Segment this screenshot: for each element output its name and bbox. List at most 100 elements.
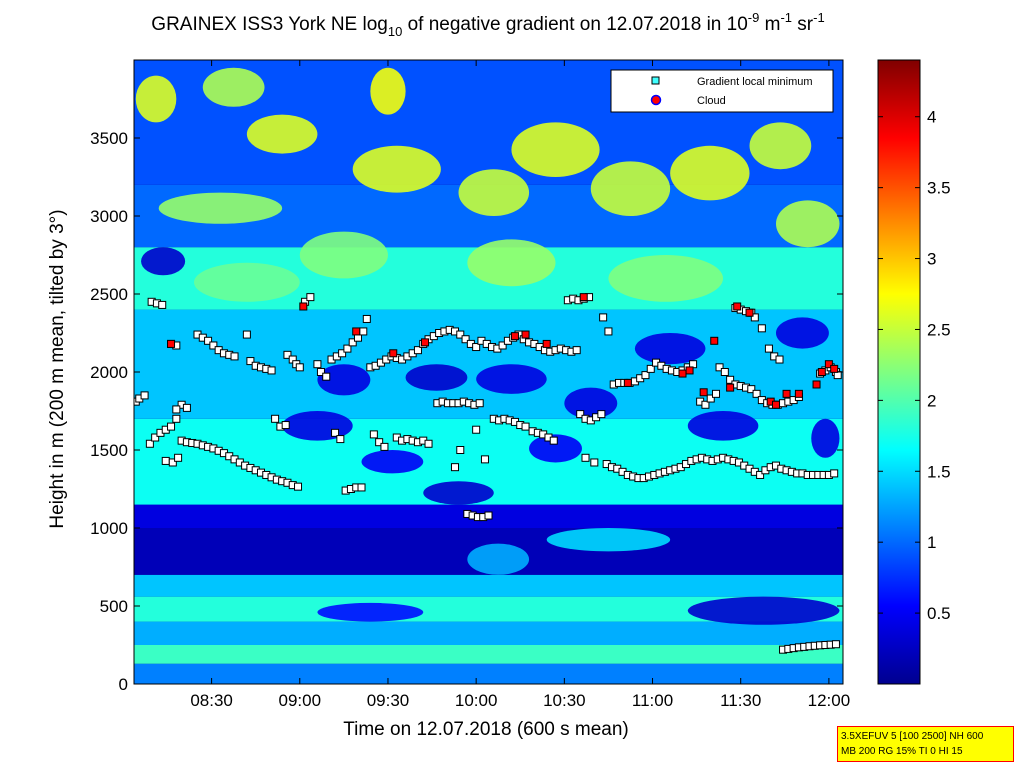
- cloud-marker: [824, 360, 833, 369]
- heatmap-layer: [134, 645, 843, 664]
- gradient-minimum-marker: [167, 422, 176, 431]
- heatmap-layer: [134, 309, 843, 419]
- gradient-minimum-marker: [775, 355, 784, 364]
- cloud-marker: [726, 383, 735, 392]
- gradient-minimum-marker: [172, 414, 181, 423]
- gradient-minimum-marker: [576, 410, 585, 419]
- cloud-marker: [685, 366, 694, 375]
- gradient-minimum-marker: [413, 346, 422, 355]
- colorbar-ticks: 0.5 1 1.5 2 2.5 3 3.5 4: [878, 108, 951, 623]
- gradient-minimum-marker: [295, 363, 304, 372]
- gradient-minimum-marker: [357, 483, 366, 492]
- gradient-minimum-marker: [140, 391, 149, 400]
- cloud-marker: [812, 380, 821, 389]
- y-tick-label: 3000: [90, 207, 128, 226]
- plot-area: [133, 59, 844, 685]
- gradient-minimum-marker: [480, 455, 489, 464]
- y-tick-label: 1000: [90, 519, 128, 538]
- x-tick-label: 08:30: [190, 691, 233, 710]
- heatmap-patch: [634, 333, 706, 365]
- gradient-minimum-marker: [306, 293, 315, 302]
- gradient-minimum-marker: [715, 363, 724, 372]
- heatmap-patch: [546, 528, 671, 552]
- gradient-minimum-marker: [581, 453, 590, 462]
- gradient-minimum-marker: [316, 368, 325, 376]
- gradient-minimum-marker: [701, 400, 710, 409]
- gradient-minimum-marker: [472, 425, 481, 434]
- heatmap-patch: [775, 200, 840, 248]
- x-axis: 08:30 09:00 09:30 10:00 10:30 11:00 11:30 12:00: [190, 60, 850, 710]
- gradient-minimum-marker: [597, 410, 606, 419]
- gradient-minimum-marker: [380, 442, 389, 451]
- gradient-minimum-marker: [182, 403, 191, 412]
- legend-box: [610, 69, 834, 113]
- x-tick-label: 11:30: [720, 691, 761, 710]
- x-tick-label: 09:30: [367, 691, 410, 710]
- colorbar-tick-label: 1.5: [927, 462, 951, 481]
- gradient-minimum-marker: [750, 313, 759, 322]
- heatmap-patch: [775, 317, 829, 349]
- gradient-minimum-marker: [338, 349, 347, 358]
- heatmap-patch: [370, 67, 406, 115]
- x-tick-label: 11:00: [632, 691, 673, 710]
- x-tick-label: 10:30: [543, 691, 586, 710]
- x-tick-label: 09:00: [279, 691, 322, 710]
- gradient-minimum-marker: [472, 343, 481, 352]
- gradient-minimum-marker: [450, 463, 459, 472]
- gradient-minimum-marker: [752, 389, 761, 398]
- heatmap-patch: [193, 262, 300, 302]
- gradient-minimum-marker: [204, 336, 213, 345]
- cloud-marker: [167, 339, 176, 348]
- colorbar-tick-label: 1: [927, 533, 936, 552]
- cloud-marker: [521, 330, 530, 339]
- gradient-minimum-marker: [331, 428, 340, 437]
- cloud-marker: [830, 364, 839, 373]
- gradient-minimum-marker: [590, 458, 599, 467]
- heatmap-patch: [529, 434, 582, 463]
- y-tick-label: 2000: [90, 363, 128, 382]
- heatmap-patch: [158, 192, 283, 224]
- gradient-minimum-marker: [498, 341, 507, 350]
- y-axis: 0 500 1000 1500 2000 2500 3000 3500: [90, 129, 843, 694]
- y-tick-label: 2500: [90, 285, 128, 304]
- gradient-minimum-marker: [706, 394, 715, 403]
- colorbar-tick-label: 3: [927, 250, 936, 269]
- heatmap-patch: [317, 602, 424, 622]
- gradient-minimum-marker: [362, 314, 371, 323]
- gradient-minimum-marker: [599, 313, 608, 322]
- cloud-marker: [623, 378, 632, 387]
- gradient-minimum-marker: [756, 470, 765, 479]
- cloud-marker: [542, 339, 551, 348]
- gradient-minimum-marker: [641, 371, 650, 380]
- gradient-minimum-marker: [151, 433, 160, 442]
- gradient-minimum-marker: [161, 456, 170, 465]
- heatmap-patch: [687, 411, 759, 441]
- cloud-marker: [710, 336, 719, 345]
- y-tick-label: 1500: [90, 441, 128, 460]
- cloud-marker: [510, 332, 519, 341]
- heatmap-patch: [467, 239, 556, 287]
- heatmap-patch: [511, 122, 600, 177]
- colorbar-scale: [877, 59, 921, 685]
- colorbar-tick-label: 0.5: [927, 604, 951, 623]
- gradient-minimum-marker: [271, 414, 280, 423]
- heatmap-layer: [134, 574, 843, 597]
- heatmap-patch: [608, 255, 724, 302]
- gradient-minimum-marker: [174, 453, 183, 462]
- y-tick-label: 3500: [90, 129, 128, 148]
- gradient-minimum-marker: [726, 375, 735, 384]
- gradient-minimum-marker: [764, 344, 773, 353]
- gradient-minimum-marker: [343, 344, 352, 353]
- gradient-minimum-marker: [720, 368, 729, 376]
- cloud-marker: [782, 389, 791, 398]
- cloud-marker: [421, 338, 430, 347]
- gradient-minimum-marker: [209, 341, 218, 350]
- cloud-marker: [817, 368, 826, 376]
- chart-title: GRAINEX ISS3 York NE log10 of negative g…: [151, 10, 824, 39]
- gradient-minimum-marker: [646, 364, 655, 373]
- y-tick-label: 500: [100, 597, 128, 616]
- gradient-minimum-marker: [572, 346, 581, 355]
- gradient-minimum-marker: [830, 469, 839, 478]
- gradient-minimum-marker: [375, 438, 384, 447]
- heatmap-layer: [134, 621, 843, 645]
